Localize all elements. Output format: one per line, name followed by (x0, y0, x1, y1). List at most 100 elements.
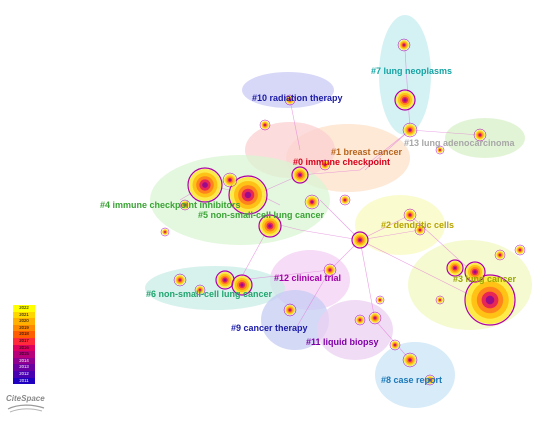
cluster-region (261, 290, 329, 350)
legend-year-2017: 2017 (13, 337, 35, 345)
node-burst-ring (446, 259, 464, 277)
node-burst-ring (194, 284, 206, 296)
network-node (298, 173, 302, 177)
network-node (358, 238, 362, 242)
node-burst-ring (397, 38, 411, 52)
network-edge (299, 169, 361, 176)
network-node (408, 128, 412, 132)
legend-year-2020: 2020 (13, 318, 35, 325)
network-node (379, 299, 381, 301)
network-edge (409, 214, 471, 271)
cluster-region (145, 266, 285, 310)
node-burst-ring (389, 339, 401, 351)
node-burst-ring (258, 214, 282, 238)
cluster-label-0[interactable]: #0 immune checkpoint (293, 157, 391, 167)
node-burst-ring (514, 244, 526, 256)
network-edge (359, 129, 411, 171)
network-edge (374, 319, 411, 361)
network-node (409, 214, 411, 216)
legend-year-2016: 2016 (13, 344, 35, 352)
node-burst-ring (464, 274, 516, 326)
network-node (268, 224, 272, 228)
cluster-label-7[interactable]: #7 lung neoplasms (371, 66, 453, 76)
node-burst-ring (228, 175, 268, 215)
node-burst-ring (424, 374, 436, 386)
network-edge (359, 239, 481, 301)
network-edge (319, 199, 361, 241)
cluster-region (375, 342, 455, 408)
cluster-label-8[interactable]: #8 case report (381, 375, 443, 385)
node-burst-ring (435, 145, 445, 155)
cluster-label-5[interactable]: #5 non-small-cell lung cancer (198, 210, 325, 220)
network-edge (409, 129, 481, 136)
node-burst-ring (494, 249, 506, 261)
node-burst-ring (414, 224, 426, 236)
legend-year-2012: 2012 (13, 370, 35, 378)
network-node (394, 344, 396, 346)
legend-year-2015: 2015 (13, 351, 35, 358)
node-burst-ring (231, 274, 253, 296)
network-edge (364, 129, 411, 171)
cluster-label-11[interactable]: #11 liquid biopsy (306, 337, 379, 347)
legend-year-2022: 2022 (13, 305, 35, 312)
network-node (519, 249, 521, 251)
node-burst-ring (473, 128, 487, 142)
logo-swoosh-icon (7, 404, 45, 413)
network-node (324, 164, 326, 166)
legend-year-2019: 2019 (13, 324, 35, 332)
network-node (344, 199, 346, 201)
node-burst-ring (259, 119, 271, 131)
cluster-label-1[interactable]: #1 breast cancer (331, 147, 403, 157)
cluster-label-9[interactable]: #9 cancer therapy (231, 323, 308, 333)
cluster-label-4[interactable]: #4 immune checkpoint inhibitors (100, 200, 241, 210)
network-node (429, 379, 431, 381)
cluster-label-12[interactable]: #12 clinical trial (274, 273, 342, 283)
node-burst-ring (222, 172, 238, 188)
network-edge (359, 229, 421, 241)
network-node (289, 99, 291, 101)
network-node (439, 299, 441, 301)
legend-year-2018: 2018 (13, 331, 35, 338)
network-node (408, 358, 412, 362)
network-node (223, 278, 227, 282)
cluster-label-10[interactable]: #10 radiation therapy (252, 93, 343, 103)
node-burst-ring (339, 194, 351, 206)
cluster-label-13[interactable]: #13 lung adenocarcinoma (404, 138, 515, 148)
network-node (199, 289, 201, 291)
node-burst-ring (464, 261, 486, 283)
cluster-label-2[interactable]: #2 dendritic cells (381, 220, 455, 230)
legend-year-2011: 2011 (13, 377, 35, 385)
legend-year-2021: 2021 (13, 311, 35, 319)
cluster-region (317, 300, 393, 360)
network-node (289, 309, 291, 311)
node-burst-ring (403, 208, 417, 222)
network-node (473, 270, 477, 274)
network-node (419, 229, 421, 231)
network-node (403, 44, 405, 46)
node-burst-ring (375, 295, 385, 305)
node-burst-ring (173, 273, 187, 287)
node-burst-ring (435, 295, 445, 305)
citespace-logo: CiteSpace (6, 394, 46, 416)
network-node (479, 134, 481, 136)
network-edge (359, 214, 411, 241)
network-node (184, 204, 186, 206)
network-node (403, 98, 407, 102)
network-node (310, 200, 314, 204)
network-node (453, 266, 457, 270)
node-burst-ring (351, 231, 369, 249)
legend-year-2014: 2014 (13, 357, 35, 365)
cluster-label-6[interactable]: #6 non-small-cell lung cancer (146, 289, 273, 299)
node-burst-ring (319, 159, 331, 171)
cluster-region (242, 72, 334, 108)
network-node (485, 295, 495, 305)
network-node (228, 178, 232, 182)
network-edge (299, 229, 361, 241)
node-burst-ring (368, 311, 382, 325)
cluster-label-3[interactable]: #3 lung cancer (453, 274, 517, 284)
network-node (359, 319, 361, 321)
node-burst-ring (323, 263, 337, 277)
network-node (264, 124, 266, 126)
node-burst-ring (284, 94, 296, 106)
network-node (439, 149, 441, 151)
